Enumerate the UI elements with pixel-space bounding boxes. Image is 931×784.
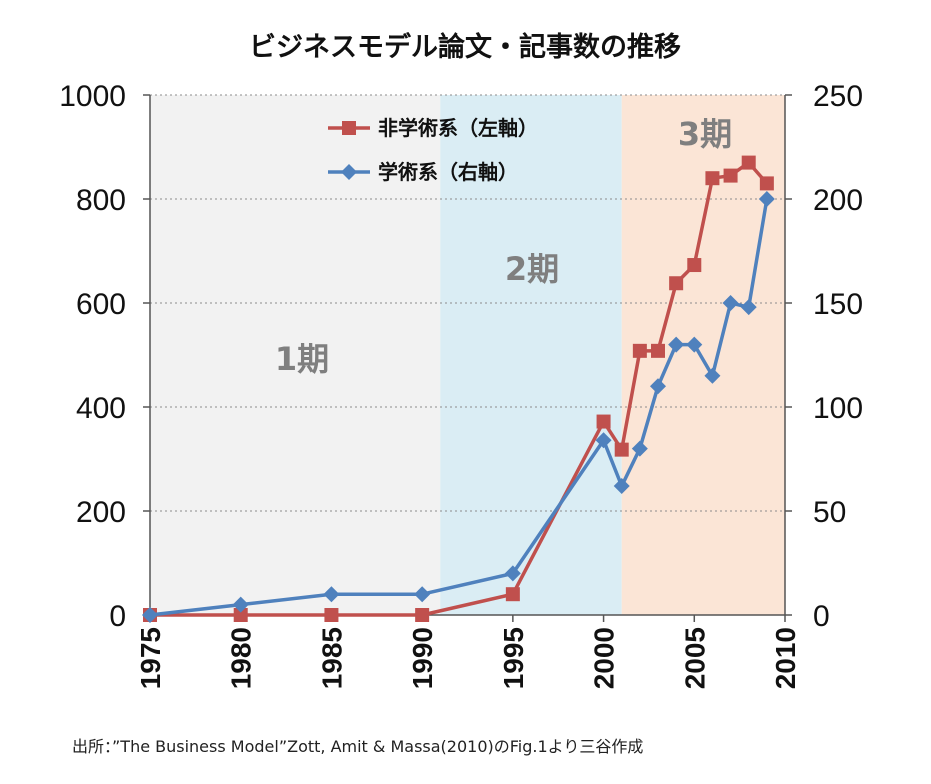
y-axis-right: 0 50 100 150 200 250	[785, 80, 863, 633]
data-point	[758, 191, 775, 207]
tick-label-x: 2000	[589, 627, 620, 689]
legend-marker-1	[342, 121, 356, 135]
data-point	[686, 336, 703, 353]
tick-label-x: 2010	[770, 627, 801, 689]
period-band-3	[621, 95, 785, 615]
period-label-1: 1期	[275, 340, 329, 378]
tick-label-right: 50	[813, 496, 846, 529]
data-point	[740, 299, 757, 316]
tick-label-left: 600	[76, 288, 126, 321]
period-band-1	[150, 95, 441, 615]
legend-marker-2	[341, 164, 357, 180]
x-axis: 1975 1980 1985 1990 1995 2000 2005 2010	[135, 615, 801, 689]
data-point	[324, 608, 339, 622]
period-label-3: 3期	[678, 115, 732, 153]
series-group	[142, 155, 775, 623]
chart-title: ビジネスモデル論文・記事数の推移	[249, 31, 681, 63]
tick-label-right: 250	[813, 80, 863, 113]
data-point	[596, 414, 611, 429]
data-point	[722, 295, 739, 311]
tick-label-right: 100	[813, 392, 863, 425]
tick-label-x: 1975	[135, 627, 166, 689]
data-point	[705, 171, 720, 186]
tick-label-left: 800	[76, 184, 126, 217]
data-point	[504, 565, 521, 582]
tick-label-x: 1990	[407, 627, 438, 689]
tick-label-x: 2005	[679, 627, 710, 689]
data-point	[613, 478, 630, 495]
legend-label-2: 学術系（右軸）	[378, 160, 518, 184]
period-band-2	[440, 95, 622, 615]
data-point	[704, 367, 721, 384]
data-point	[323, 586, 340, 603]
data-point	[505, 587, 520, 602]
data-point	[650, 378, 666, 395]
tick-label-left: 1000	[59, 80, 126, 113]
data-point	[669, 276, 684, 291]
tick-label-right: 150	[813, 288, 863, 321]
tick-label-right: 200	[813, 184, 863, 217]
tick-label-left: 400	[76, 392, 126, 425]
tick-label-left: 0	[109, 600, 126, 633]
data-point	[723, 168, 738, 183]
y-axis-left: 0 200 400 600 800 1000	[59, 80, 150, 633]
data-point	[632, 343, 647, 358]
tick-label-x: 1995	[498, 627, 529, 689]
tick-label-left: 200	[76, 496, 126, 529]
tick-label-right: 0	[813, 600, 830, 633]
data-point	[687, 258, 702, 273]
grid-lines	[150, 94, 785, 512]
data-point	[631, 440, 648, 457]
data-point	[233, 608, 248, 622]
data-point	[414, 586, 431, 603]
data-point	[668, 336, 685, 353]
legend: 非学術系（左軸） 学術系（右軸）	[328, 116, 538, 184]
tick-label-x: 1980	[226, 627, 257, 689]
data-point	[759, 176, 774, 191]
data-point	[651, 343, 665, 358]
period-bands	[150, 95, 785, 615]
data-point	[415, 608, 430, 622]
legend-label-1: 非学術系（左軸）	[378, 116, 538, 140]
data-point	[232, 596, 249, 613]
tick-label-x: 1985	[316, 627, 347, 689]
data-point	[614, 442, 629, 457]
source-note: 出所：”The Business Model”Zott, Amit & Mass…	[72, 737, 643, 756]
period-labels: 1期 2期 3期	[275, 115, 732, 378]
period-label-2: 2期	[505, 250, 559, 288]
data-point	[142, 607, 158, 623]
data-point	[595, 432, 612, 449]
data-point	[741, 155, 756, 170]
